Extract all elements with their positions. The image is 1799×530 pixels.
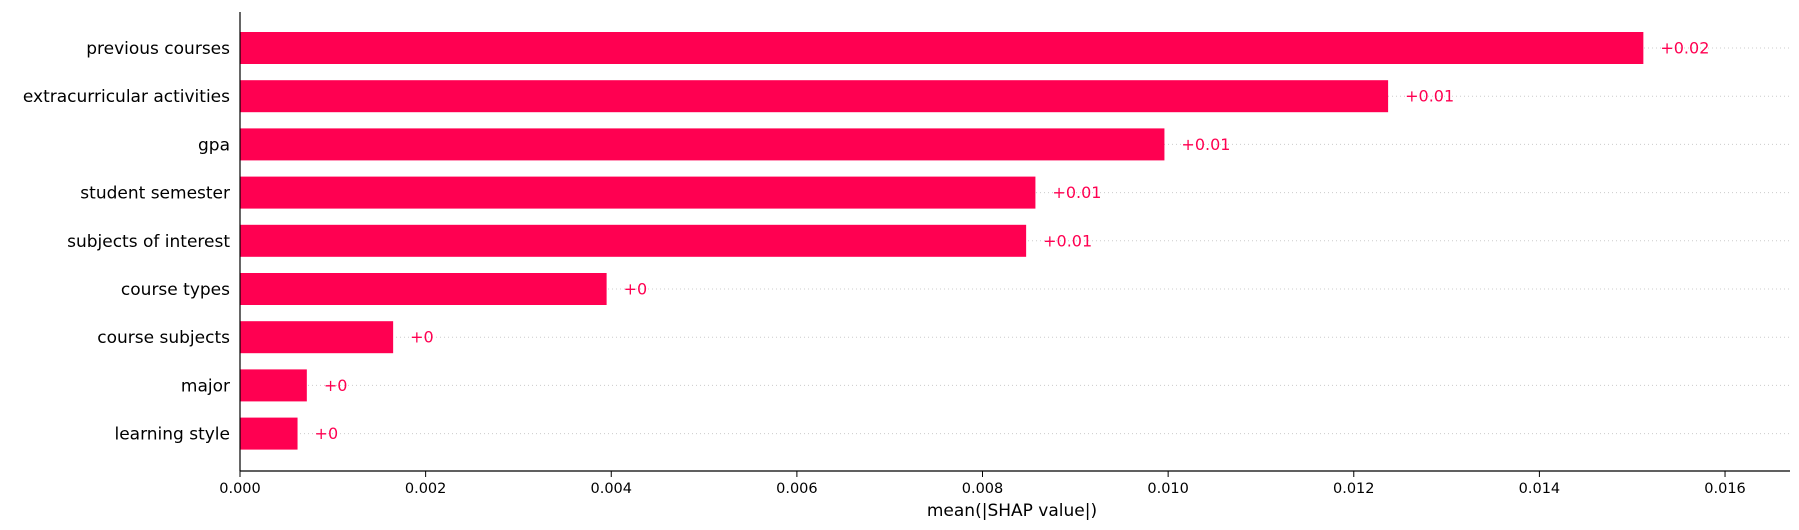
bar (240, 369, 307, 402)
category-label: previous courses (86, 39, 230, 59)
x-tick-label: 0.004 (590, 481, 632, 497)
bar-value-label: +0 (315, 424, 339, 443)
bar-value-label: +0 (624, 280, 648, 299)
category-label: subjects of interest (67, 232, 230, 252)
bars (240, 32, 1644, 450)
category-labels: previous courses extracurricular activiti… (23, 39, 230, 445)
x-tick-label: 0.016 (1704, 481, 1746, 497)
category-label: major (181, 376, 230, 396)
x-tick-label: 0.008 (962, 481, 1004, 497)
bar (240, 273, 607, 305)
bar (240, 321, 394, 354)
x-tick-label: 0.002 (405, 481, 447, 497)
axes: 0.000 0.002 0.004 0.006 0.008 0.010 0.012 0.014… (219, 12, 1790, 497)
bar-value-label: +0 (324, 376, 348, 395)
x-tick-label: 0.012 (1333, 481, 1375, 497)
x-tick-label: 0.014 (1519, 481, 1561, 497)
category-label: student semester (80, 184, 230, 204)
category-label: gpa (198, 135, 230, 155)
bar-value-label: +0.01 (1043, 231, 1092, 250)
x-tick-label: 0.010 (1147, 481, 1189, 497)
bar (240, 32, 1644, 64)
bar (240, 176, 1036, 209)
value-labels: +0.02 +0.01 +0.01 +0.01 +0.01 +0 +0 +0 +0 (315, 39, 1710, 444)
bar-value-label: +0.02 (1660, 39, 1709, 58)
x-axis-title: mean(|SHAP value|) (927, 501, 1097, 521)
bar-value-label: +0 (410, 328, 434, 347)
bar-value-label: +0.01 (1052, 183, 1101, 202)
x-tick-label: 0.006 (776, 481, 818, 497)
category-label: extracurricular activities (23, 87, 230, 107)
bar-value-label: +0.01 (1405, 87, 1454, 106)
category-label: learning style (114, 425, 230, 445)
bar (240, 80, 1389, 113)
bar (240, 224, 1027, 257)
bar-value-label: +0.01 (1181, 135, 1230, 154)
x-tick-label: 0.000 (219, 481, 261, 497)
bar (240, 128, 1165, 161)
category-label: course types (121, 280, 230, 300)
category-label: course subjects (97, 328, 230, 348)
bar (240, 417, 298, 450)
